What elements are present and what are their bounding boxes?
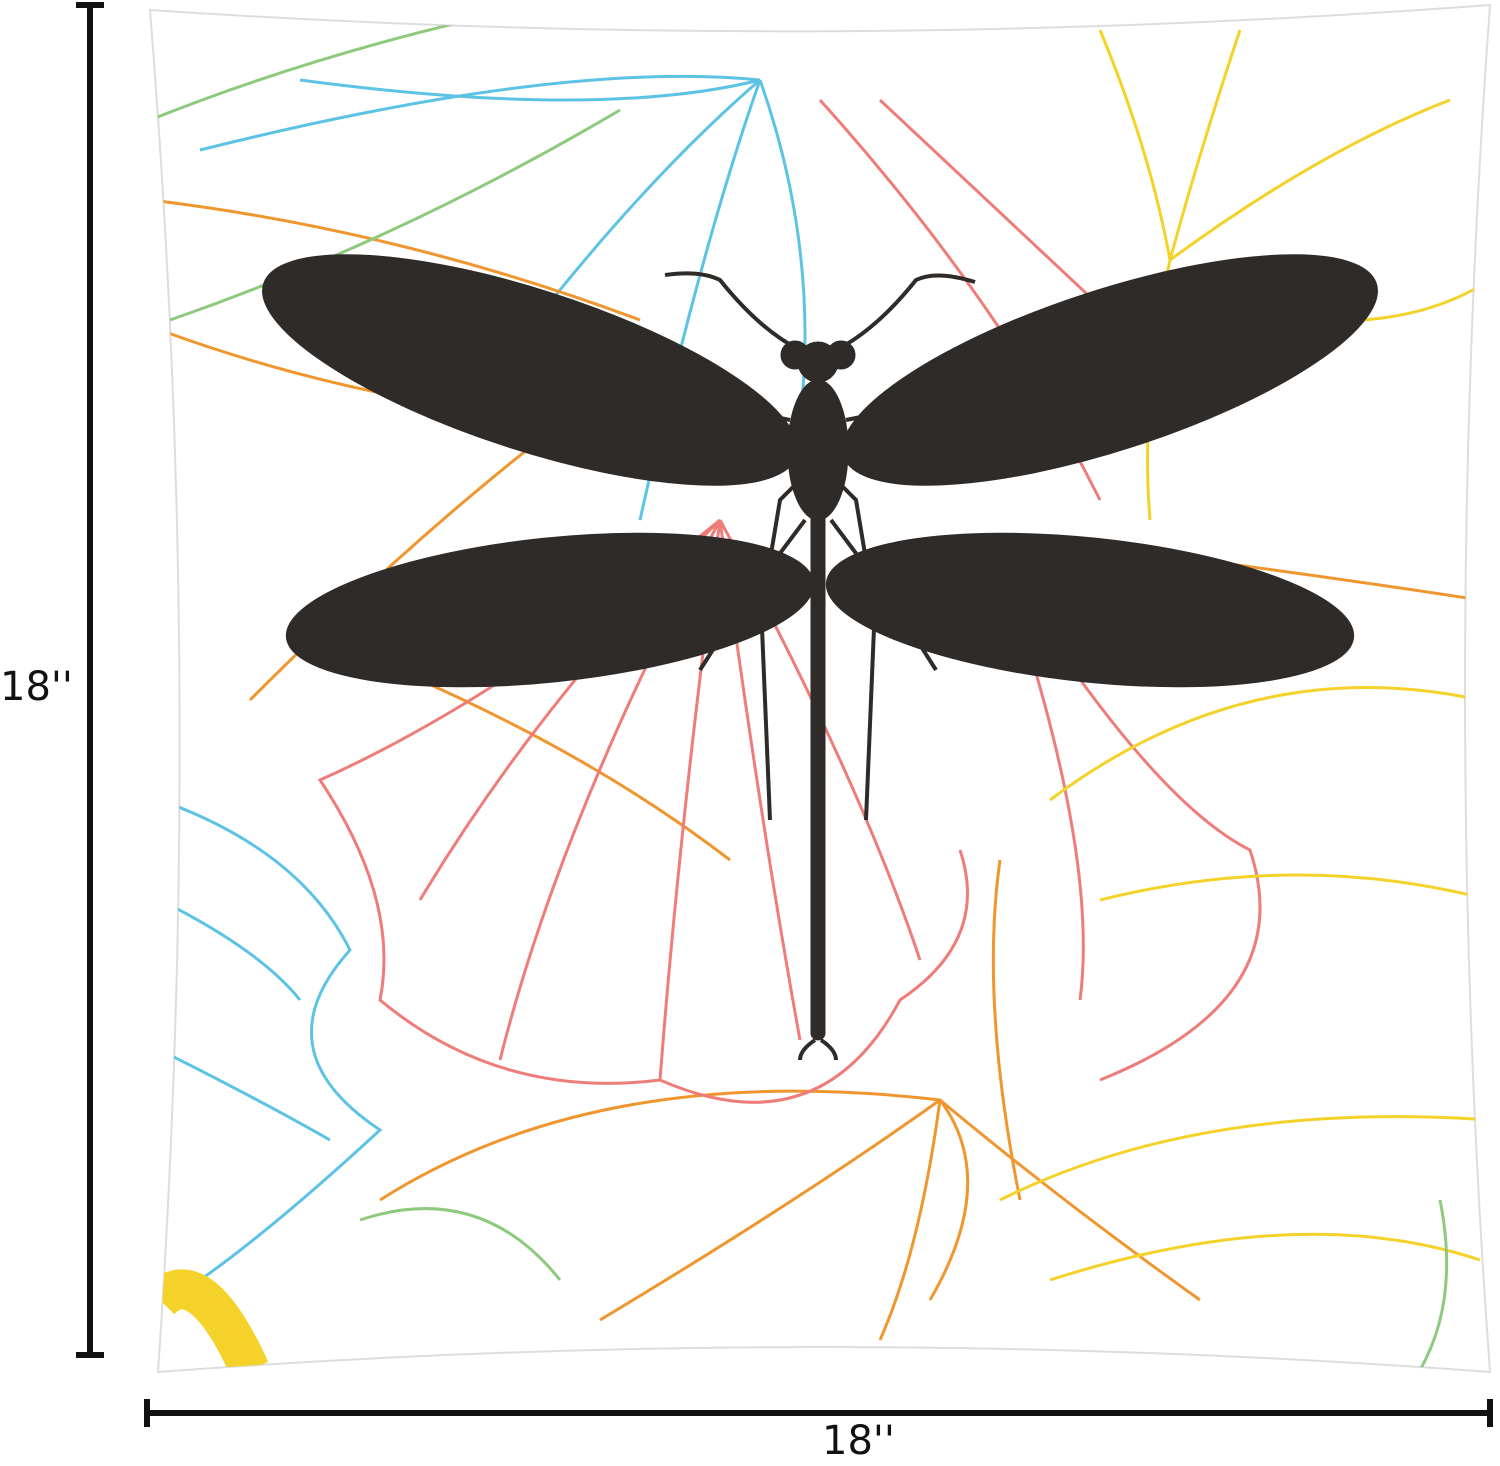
height-label: 18'' — [0, 664, 73, 710]
height-dimension-line — [76, 2, 104, 1358]
dragonfly-silhouette — [262, 254, 1378, 1061]
width-label: 18'' — [822, 1418, 895, 1464]
dragonfly-tail — [810, 499, 826, 1041]
dragonfly-wing-lower-right — [825, 532, 1355, 688]
width-dimension-line — [144, 1399, 1493, 1427]
dragonfly-thorax — [787, 379, 849, 521]
